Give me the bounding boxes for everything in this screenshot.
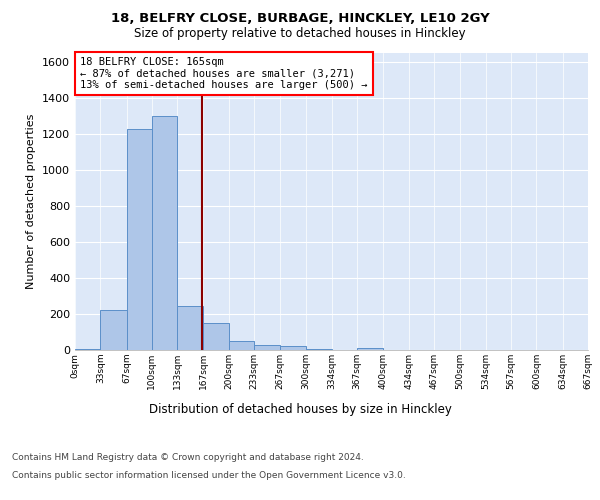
- Text: Distribution of detached houses by size in Hinckley: Distribution of detached houses by size …: [149, 402, 451, 415]
- Bar: [127, 129, 152, 350]
- Bar: [75, 349, 100, 350]
- Text: 18 BELFRY CLOSE: 165sqm
← 87% of detached houses are smaller (3,271)
13% of semi: 18 BELFRY CLOSE: 165sqm ← 87% of detache…: [80, 57, 368, 90]
- Text: Size of property relative to detached houses in Hinckley: Size of property relative to detached ho…: [134, 28, 466, 40]
- Bar: [203, 323, 229, 350]
- Bar: [177, 306, 203, 350]
- Bar: [229, 341, 254, 350]
- Bar: [100, 310, 127, 350]
- Bar: [280, 346, 306, 350]
- Bar: [254, 346, 280, 350]
- Bar: [306, 349, 332, 350]
- Y-axis label: Number of detached properties: Number of detached properties: [26, 114, 37, 289]
- Text: Contains HM Land Registry data © Crown copyright and database right 2024.: Contains HM Land Registry data © Crown c…: [12, 454, 364, 462]
- Text: 18, BELFRY CLOSE, BURBAGE, HINCKLEY, LE10 2GY: 18, BELFRY CLOSE, BURBAGE, HINCKLEY, LE1…: [110, 12, 490, 26]
- Text: Contains public sector information licensed under the Open Government Licence v3: Contains public sector information licen…: [12, 471, 406, 480]
- Bar: [357, 348, 383, 350]
- Bar: [152, 116, 177, 350]
